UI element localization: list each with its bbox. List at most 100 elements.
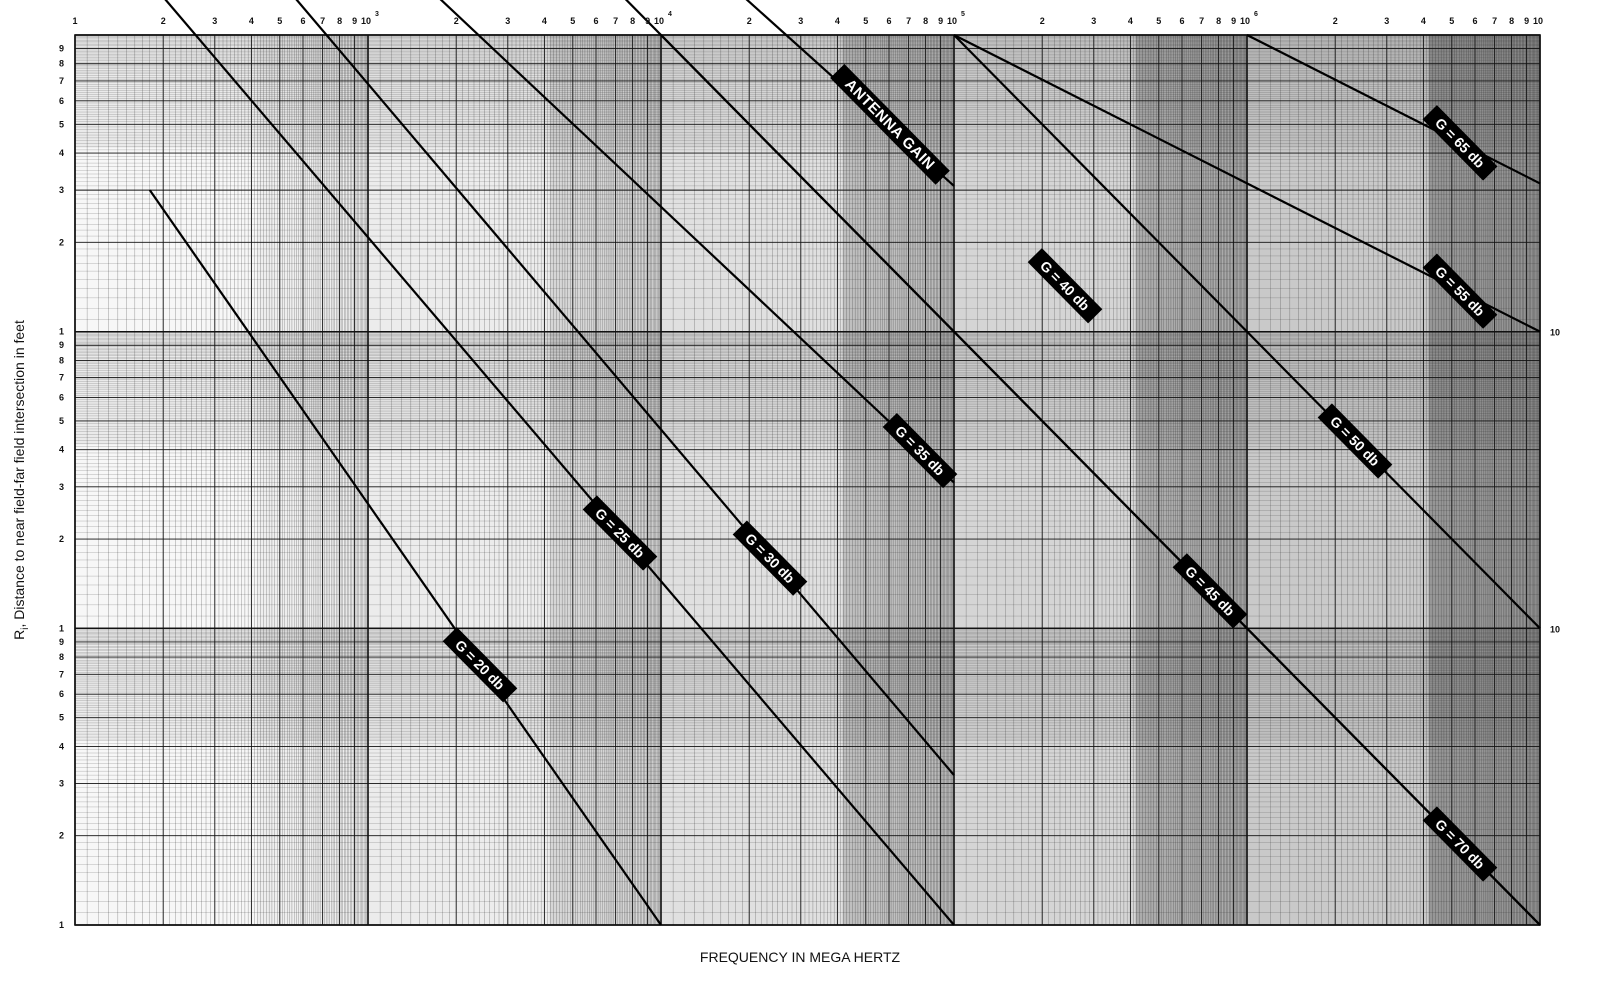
x-decade-label: 10	[1240, 16, 1250, 26]
x-tick-label: 7	[906, 16, 911, 26]
x-tick-label: 7	[1492, 16, 1497, 26]
y-tick-label: 6	[59, 392, 64, 402]
plot-frame	[74, 34, 1541, 926]
y-tick-label: 2	[59, 534, 64, 544]
y-tick-label: 3	[59, 778, 64, 788]
y-axis-text: , Distance to near field-far field inter…	[11, 320, 27, 627]
antenna-gain-box	[830, 63, 950, 185]
x-tick-label: 2	[1333, 16, 1338, 26]
x-tick-label: 2	[454, 16, 459, 26]
gain-line-g-35-db	[439, 0, 955, 484]
gain-label-box	[1172, 553, 1248, 629]
y-tick-label: 7	[59, 373, 64, 383]
y-tick-labels: 1 2 3 4 5 6 7 8 9 1 2 3 4 5 6 7 8 9 1 2 3 4 5 6 7 8 9	[59, 44, 64, 930]
gain-label-box	[1422, 253, 1498, 329]
x-tick-label: 7	[613, 16, 618, 26]
y-tick-label: 4	[59, 741, 64, 751]
x-tick-label: 4	[542, 16, 547, 26]
x-tick-label: 8	[630, 16, 635, 26]
x-decade-label: 10	[1533, 16, 1543, 26]
x-tick-label: 2	[1040, 16, 1045, 26]
x-tick-label: 9	[645, 16, 650, 26]
decade-shade-dense	[1135, 35, 1247, 925]
x-tick-label: 1	[72, 16, 77, 26]
gain-line-g-30-db	[295, 0, 955, 776]
x-tick-label: 9	[938, 16, 943, 26]
gain-label-box	[1422, 806, 1498, 882]
x-tick-label: 4	[1421, 16, 1426, 26]
y-tick-label: 9	[59, 44, 64, 54]
x-tick-label: 9	[352, 16, 357, 26]
x-tick-label: 3	[212, 16, 217, 26]
x-tick-label: 2	[747, 16, 752, 26]
y-tick-label: 8	[59, 59, 64, 69]
y-axis-symbol: R	[11, 630, 27, 640]
x-tick-label: 6	[1179, 16, 1184, 26]
x-decade-label: 10	[361, 16, 371, 26]
y-tick-label: 4	[59, 148, 64, 158]
x-tick-label: 7	[1199, 16, 1204, 26]
y-axis-subscript: i	[20, 628, 31, 630]
gain-line-g-20-db	[148, 189, 662, 926]
cycle-shade	[75, 35, 1540, 148]
y-tick-label: 6	[59, 96, 64, 106]
y-tick-label: 3	[59, 185, 64, 195]
x-tick-label: 9	[1524, 16, 1529, 26]
x-tick-label: 3	[798, 16, 803, 26]
y-tick-label: 2	[59, 237, 64, 247]
x-tick-label: 5	[277, 16, 282, 26]
decade-shade-dense	[1428, 35, 1540, 925]
decade-shade-dense	[549, 35, 661, 925]
gain-label-box	[582, 495, 658, 571]
x-tick-label: 8	[1509, 16, 1514, 26]
y-tick-label: 1	[59, 920, 64, 930]
x-axis-title: FREQUENCY IN MEGA HERTZ	[700, 949, 901, 965]
x-decade-exponent: 6	[1254, 11, 1258, 18]
y-tick-label: 9	[59, 637, 64, 647]
x-decade-label: 10	[947, 16, 957, 26]
y-tick-label: 9	[59, 340, 64, 350]
y-tick-label: 1	[59, 327, 64, 337]
x-tick-label: 5	[570, 16, 575, 26]
x-tick-label: 9	[1231, 16, 1236, 26]
x-tick-label: 6	[1472, 16, 1477, 26]
x-tick-label: 7	[320, 16, 325, 26]
decade-shade	[368, 35, 661, 925]
x-decade-exponent: 4	[668, 11, 672, 18]
y-tick-label: 6	[59, 689, 64, 699]
x-tick-label: 3	[505, 16, 510, 26]
gain-label-box	[1422, 105, 1498, 181]
gain-label-box	[442, 627, 518, 703]
gain-line-g-70-db	[624, 0, 1541, 926]
x-tick-label: 5	[863, 16, 868, 26]
x-tick-label: 5	[1449, 16, 1454, 26]
y-axis-title: Ri, Distance to near field-far field int…	[11, 320, 31, 640]
gain-line-g-25-db	[164, 0, 955, 926]
x-tick-label: 3	[1384, 16, 1389, 26]
y-tick-label: 5	[59, 416, 64, 426]
x-decade-exponent: 3	[375, 11, 379, 18]
y-right-labels: 10 10	[1550, 328, 1560, 635]
x-tick-label: 4	[1128, 16, 1133, 26]
y-tick-label: 8	[59, 355, 64, 365]
x-tick-label: 3	[1091, 16, 1096, 26]
y-tick-label: 5	[59, 713, 64, 723]
x-tick-label: 8	[1216, 16, 1221, 26]
gain-label-box	[1027, 248, 1103, 324]
y-tick-label: 1	[59, 623, 64, 633]
y-tick-label: 3	[59, 482, 64, 492]
y-tick-label: 2	[59, 831, 64, 841]
dense-grid-shading	[75, 35, 1540, 925]
x-tick-label: 4	[835, 16, 840, 26]
y-tick-label: 4	[59, 445, 64, 455]
y-tick-label: 5	[59, 119, 64, 129]
x-tick-label: 6	[300, 16, 305, 26]
y-right-label: 10	[1550, 624, 1560, 634]
x-tick-label: 2	[161, 16, 166, 26]
gain-label-box	[882, 412, 958, 489]
x-tick-label: 5	[1156, 16, 1161, 26]
y-tick-label: 7	[59, 669, 64, 679]
